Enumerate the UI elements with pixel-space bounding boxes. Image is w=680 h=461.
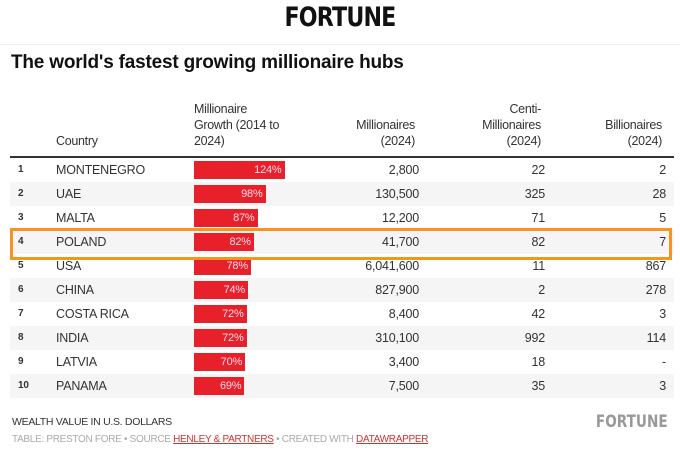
centi-cell: 11 <box>532 259 545 273</box>
table-row: 6 CHINA 74% 827,900 2 278 <box>10 278 674 302</box>
growth-bar: 72% <box>194 305 247 323</box>
credits: TABLE: PRESTON FORE • SOURCE HENLEY & PA… <box>12 434 428 445</box>
country-cell: COSTA RICA <box>56 307 129 321</box>
growth-bar: 124% <box>194 161 285 179</box>
growth-bar: 72% <box>194 329 247 347</box>
rank-cell: 7 <box>18 308 24 319</box>
datawrapper-link[interactable]: DATAWRAPPER <box>356 434 429 445</box>
table-row: 8 INDIA 72% 310,100 992 114 <box>10 326 674 350</box>
country-cell: CHINA <box>56 283 94 297</box>
millionaires-cell: 2,800 <box>388 163 419 177</box>
header-line: Growth (2014 to <box>194 118 280 132</box>
growth-bar: 98% <box>194 185 266 203</box>
table-row: 3 MALTA 87% 12,200 71 5 <box>10 206 674 230</box>
millionaires-cell: 12,200 <box>381 211 419 225</box>
billionaires-cell: 3 <box>659 379 666 393</box>
country-cell: INDIA <box>56 331 89 345</box>
growth-bar: 78% <box>194 257 251 275</box>
header-line: Millionaires <box>356 118 415 132</box>
rank-cell: 10 <box>18 380 29 391</box>
header-millionaires: Millionaires (2024) <box>356 117 415 149</box>
billionaires-cell: 867 <box>645 259 666 273</box>
header-country: Country <box>56 134 98 148</box>
centi-cell: 18 <box>531 355 545 369</box>
divider <box>0 44 680 45</box>
country-cell: LATVIA <box>56 355 97 369</box>
header-line: Billionaires <box>605 118 662 132</box>
table-row: 7 COSTA RICA 72% 8,400 42 3 <box>10 302 674 326</box>
growth-bar: 82% <box>194 233 254 251</box>
growth-bar: 69% <box>194 377 245 395</box>
table-row: 4 POLAND 82% 41,700 82 7 <box>10 230 674 254</box>
table-row: 2 UAE 98% 130,500 325 28 <box>10 182 674 206</box>
millionaires-cell: 41,700 <box>381 235 419 249</box>
rank-cell: 4 <box>18 236 24 247</box>
table-row: 5 USA 78% 6,041,600 11 867 <box>10 254 674 278</box>
rank-cell: 3 <box>18 212 24 223</box>
header-billionaires: Billionaires (2024) <box>605 117 662 149</box>
country-cell: MONTENEGRO <box>56 163 145 177</box>
header-line: (2024) <box>380 134 416 148</box>
centi-cell: 2 <box>538 283 545 297</box>
country-cell: POLAND <box>56 235 107 249</box>
source-link[interactable]: HENLEY & PARTNERS <box>173 434 274 445</box>
growth-bar: 87% <box>194 209 258 227</box>
rank-cell: 1 <box>18 164 24 175</box>
header-line: (2024) <box>627 134 663 148</box>
billionaires-cell: 28 <box>652 187 666 201</box>
footnote: WEALTH VALUE IN U.S. DOLLARS <box>12 416 172 428</box>
rank-cell: 8 <box>18 332 24 343</box>
credits-text: • CREATED WITH <box>273 434 357 445</box>
header-growth: Millionaire Growth (2014 to 2024) <box>194 101 279 149</box>
rank-cell: 5 <box>18 260 24 271</box>
header-line: Centi- <box>509 102 541 116</box>
millionaires-cell: 827,900 <box>375 283 419 297</box>
rank-cell: 2 <box>18 188 24 199</box>
fortune-logo: FORTUNE <box>284 2 396 33</box>
centi-cell: 22 <box>531 163 545 177</box>
header-line: Millionaire <box>194 102 247 116</box>
centi-cell: 992 <box>524 331 545 345</box>
growth-bar: 74% <box>194 281 249 299</box>
country-cell: MALTA <box>56 211 95 225</box>
centi-cell: 71 <box>531 211 545 225</box>
country-cell: PANAMA <box>56 379 107 393</box>
centi-cell: 35 <box>531 379 545 393</box>
centi-cell: 42 <box>531 307 545 321</box>
header-line: Millionaires <box>482 118 541 132</box>
millionaires-cell: 6,041,600 <box>365 259 419 273</box>
growth-bar: 70% <box>194 353 246 371</box>
header-line: (2024) <box>506 134 542 148</box>
header-centi: Centi- Millionaires (2024) <box>482 101 541 149</box>
country-cell: USA <box>56 259 82 273</box>
rank-cell: 6 <box>18 284 24 295</box>
highlight-box <box>10 228 672 260</box>
billionaires-cell: 278 <box>645 283 666 297</box>
billionaires-cell: 7 <box>659 235 666 249</box>
credits-text: TABLE: PRESTON FORE • SOURCE <box>12 434 174 445</box>
billionaires-cell: 114 <box>646 331 667 345</box>
millionaires-cell: 310,100 <box>375 331 419 345</box>
table-row: 9 LATVIA 70% 3,400 18 - <box>10 350 674 374</box>
fortune-logo-footer: FORTUNE <box>596 412 668 432</box>
centi-cell: 82 <box>531 235 545 249</box>
header-line: 2024) <box>194 134 225 148</box>
centi-cell: 325 <box>524 187 545 201</box>
billionaires-cell: 2 <box>659 163 666 177</box>
table-row: 1 MONTENEGRO 124% 2,800 22 2 <box>10 158 674 182</box>
rank-cell: 9 <box>18 356 24 367</box>
millionaires-cell: 130,500 <box>375 187 419 201</box>
billionaires-cell: - <box>662 355 666 369</box>
billionaires-cell: 5 <box>659 211 666 225</box>
billionaires-cell: 3 <box>659 307 666 321</box>
country-cell: UAE <box>56 187 82 201</box>
millionaires-cell: 8,400 <box>388 307 419 321</box>
header-rule <box>10 156 674 158</box>
millionaires-cell: 7,500 <box>388 379 419 393</box>
chart-title: The world's fastest growing millionaire … <box>11 52 404 73</box>
table-row: 10 PANAMA 69% 7,500 35 3 <box>10 374 674 398</box>
millionaires-cell: 3,400 <box>388 355 419 369</box>
